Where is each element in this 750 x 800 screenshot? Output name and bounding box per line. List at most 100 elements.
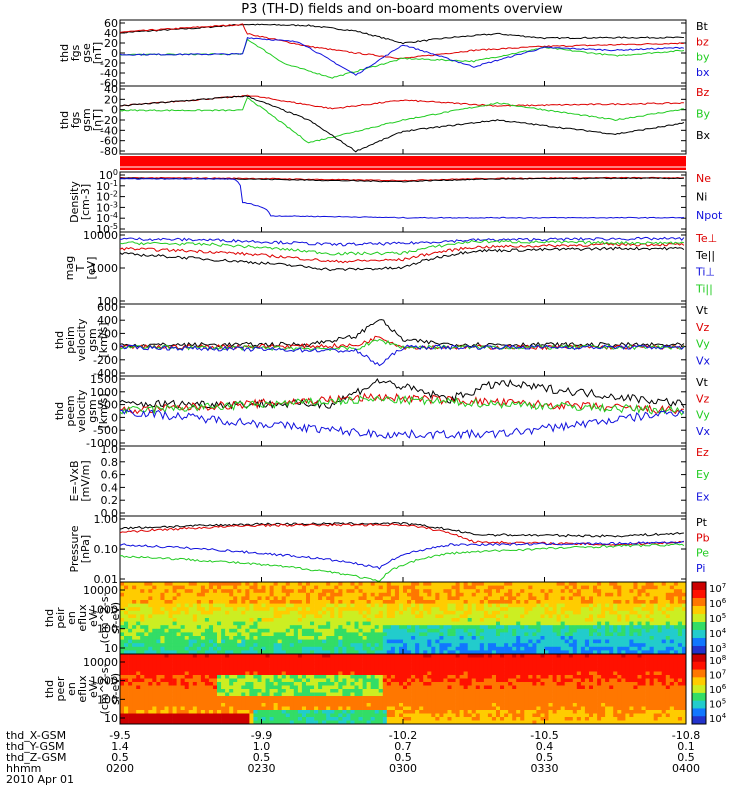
spectrogram-cell [261, 654, 266, 658]
spectrogram-cell [637, 668, 642, 672]
spectrogram-cell [233, 650, 238, 655]
spectrogram-cell [661, 610, 667, 615]
spectrogram-cell [625, 628, 630, 633]
spectrogram-cell [560, 600, 566, 604]
spectrogram-cell [221, 678, 226, 683]
spectrogram-cell [269, 685, 274, 690]
spectrogram-cell [544, 632, 549, 637]
spectrogram-cell [471, 664, 477, 669]
spectrogram-cell [597, 610, 602, 615]
spectrogram-cell [593, 614, 598, 619]
spectrogram-cell [144, 607, 149, 612]
spectrogram-cell [419, 614, 424, 619]
spectrogram-cell [261, 614, 266, 619]
spectrogram-cell [540, 582, 545, 586]
spectrogram-cell [415, 589, 420, 594]
spectrogram-cell [124, 596, 129, 601]
spectrogram-cell [148, 654, 153, 658]
spectrogram-cell [374, 585, 380, 590]
spectrogram-cell [605, 643, 610, 648]
spectrogram-cell [443, 678, 448, 683]
spectrogram-cell [289, 610, 295, 615]
spectrogram-cell [637, 689, 642, 693]
spectrogram-cell [487, 585, 493, 590]
spectrogram-cell [148, 589, 153, 594]
spectrogram-cell [156, 699, 161, 704]
spectrogram-cell [322, 668, 327, 672]
spectrogram-cell [439, 643, 444, 648]
spectrogram-cell [306, 632, 311, 637]
spectrogram-cell [629, 685, 634, 690]
spectrogram-cell [459, 692, 464, 697]
spectrogram-cell [237, 664, 242, 669]
spectrogram-cell [621, 696, 626, 700]
spectrogram-cell [273, 585, 278, 590]
spectrogram-cell [314, 685, 319, 690]
spectrogram-cell [148, 661, 153, 665]
spectrogram-cell [419, 696, 424, 700]
spectrogram-cell [528, 646, 533, 651]
spectrogram-cell [568, 625, 574, 630]
spectrogram-cell [229, 589, 234, 594]
spectrogram-cell [358, 621, 363, 626]
spectrogram-cell [617, 636, 622, 640]
spectrogram-cell [605, 614, 610, 619]
spectrogram-cell [496, 696, 501, 700]
spectrogram-cell [427, 650, 432, 655]
spectrogram-cell [512, 610, 517, 615]
spectrogram-cell [269, 696, 274, 700]
spectrogram-cell [390, 632, 396, 637]
spectrogram-cell [382, 625, 388, 630]
spectrogram-cell [508, 596, 513, 601]
spectrogram-cell [293, 696, 299, 700]
spectrogram-cell [318, 668, 323, 672]
spectrogram-cell [629, 621, 634, 626]
spectrogram-cell [128, 603, 133, 608]
spectrogram-cell [124, 646, 129, 651]
spectrogram-cell [496, 632, 501, 637]
spectrogram-cell [419, 664, 424, 669]
spectrogram-cell [277, 671, 283, 676]
spectrogram-cell [435, 610, 440, 615]
spectrogram-cell [625, 636, 630, 640]
spectrogram-cell [318, 646, 323, 651]
spectrogram-cell [322, 685, 327, 690]
spectrogram-cell [237, 596, 242, 601]
spectrogram-cell [682, 628, 687, 633]
spectrogram-cell [589, 621, 594, 626]
spectrogram-cell [390, 664, 396, 669]
spectrogram-cell [374, 675, 380, 679]
spectrogram-cell [504, 614, 509, 619]
spectrogram-cell [403, 614, 408, 619]
spectrogram-cell [589, 603, 594, 608]
spectrogram-cell [560, 589, 566, 594]
spectrogram-cell [322, 699, 327, 704]
spectrogram-cell [120, 675, 125, 679]
spectrogram-cell [633, 628, 638, 633]
spectrogram-cell [479, 692, 485, 697]
spectrogram-cell [504, 692, 509, 697]
spectrogram-cell [467, 696, 473, 700]
spectrogram-cell [677, 639, 683, 644]
spectrogram-cell [500, 596, 505, 601]
spectrogram-cell [322, 603, 327, 608]
spectrogram-cell [411, 585, 416, 590]
legend-label: Pt [696, 516, 708, 529]
y-axis-label-line: (cm^2-s- [98, 593, 111, 644]
spectrogram-cell [637, 646, 642, 651]
spectrogram-cell [528, 654, 533, 658]
spectrogram-cell [128, 600, 133, 604]
spectrogram-cell [124, 696, 129, 700]
spectrogram-cell [249, 654, 254, 658]
spectrogram-cell [277, 643, 283, 648]
y-tick-label: 200 [97, 327, 118, 340]
spectrogram-cell [245, 661, 250, 665]
spectrogram-cell [504, 585, 509, 590]
y-tick-label: 0.6 [101, 469, 119, 482]
spectrogram-cell [200, 646, 206, 651]
spectrogram-cell [382, 654, 388, 658]
spectrogram-cell [496, 618, 501, 622]
spectrogram-cell [374, 607, 380, 612]
spectrogram-cell [677, 664, 683, 669]
spectrogram-cell [467, 618, 473, 622]
